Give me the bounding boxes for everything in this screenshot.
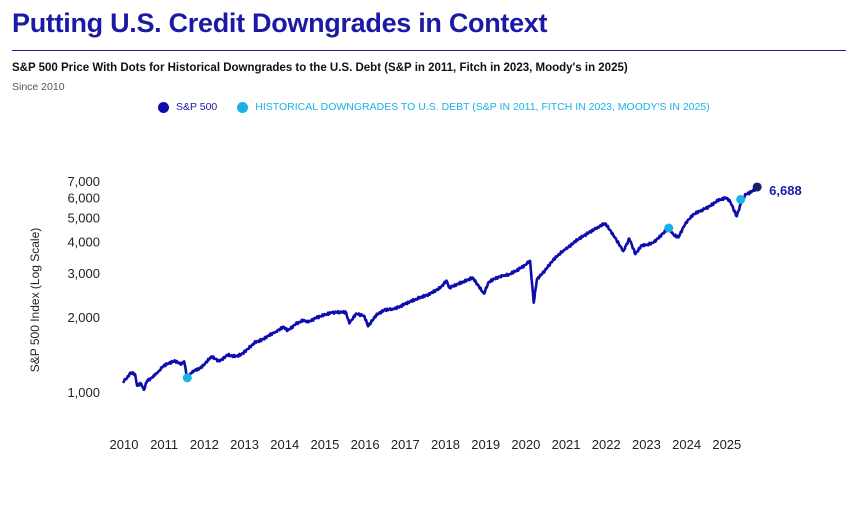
x-tick-label: 2020 [511, 437, 540, 452]
y-tick-label: 7,000 [67, 174, 100, 189]
x-tick-label: 2023 [632, 437, 661, 452]
chart-title: Putting U.S. Credit Downgrades in Contex… [12, 8, 548, 38]
x-tick-label: 2025 [712, 437, 741, 452]
y-tick-label: 4,000 [67, 235, 100, 250]
y-axis-label: S&P 500 Index (Log Scale) [28, 228, 42, 373]
sp500-end-point [752, 182, 762, 192]
since-note: Since 2010 [12, 81, 65, 93]
x-tick-label: 2024 [672, 437, 701, 452]
y-axis-ticks: 1,000 2,000 3,000 4,000 5,000 6,000 7,000 [67, 174, 100, 400]
series-group [122, 182, 762, 392]
x-tick-label: 2014 [270, 437, 299, 452]
x-tick-label: 2022 [592, 437, 621, 452]
y-tick-label: 2,000 [67, 310, 100, 325]
legend-label-sp500: S&P 500 [176, 101, 218, 113]
x-axis-ticks: 2010 2011 2012 2013 2014 2015 2016 2017 2018 2019… [110, 437, 742, 452]
sp500-line [122, 185, 759, 392]
x-tick-label: 2011 [150, 437, 178, 452]
x-tick-label: 2013 [230, 437, 259, 452]
y-tick-label: 5,000 [67, 210, 100, 225]
legend-item-sp500: S&P 500 [158, 101, 217, 113]
sp500-swatch-icon [158, 101, 169, 113]
y-tick-label: 3,000 [67, 266, 100, 281]
downgrade-point [664, 223, 674, 233]
x-tick-label: 2017 [391, 437, 420, 452]
downgrade-swatch-icon [237, 101, 249, 113]
x-tick-label: 2018 [431, 437, 460, 452]
chart-subtitle: S&P 500 Price With Dots for Historical D… [12, 62, 628, 74]
title-divider [12, 50, 846, 51]
downgrade-point [182, 373, 192, 383]
x-tick-label: 2015 [310, 437, 339, 452]
x-tick-label: 2010 [110, 437, 139, 452]
chart-legend: S&P 500 HISTORICAL DOWNGRADES TO U.S. DE… [158, 101, 730, 113]
x-tick-label: 2021 [552, 437, 581, 452]
x-tick-label: 2016 [351, 437, 380, 452]
legend-label-downgrades: HISTORICAL DOWNGRADES TO U.S. DEBT (S&P … [255, 101, 710, 113]
y-tick-label: 1,000 [67, 385, 100, 400]
x-tick-label: 2019 [471, 437, 500, 452]
x-tick-label: 2012 [190, 437, 219, 452]
downgrade-point [736, 194, 746, 204]
legend-item-downgrades: HISTORICAL DOWNGRADES TO U.S. DEBT (S&P … [237, 101, 710, 113]
y-tick-label: 6,000 [67, 191, 100, 206]
downgrade-markers [182, 194, 746, 383]
end-value-label: 6,688 [769, 183, 802, 198]
